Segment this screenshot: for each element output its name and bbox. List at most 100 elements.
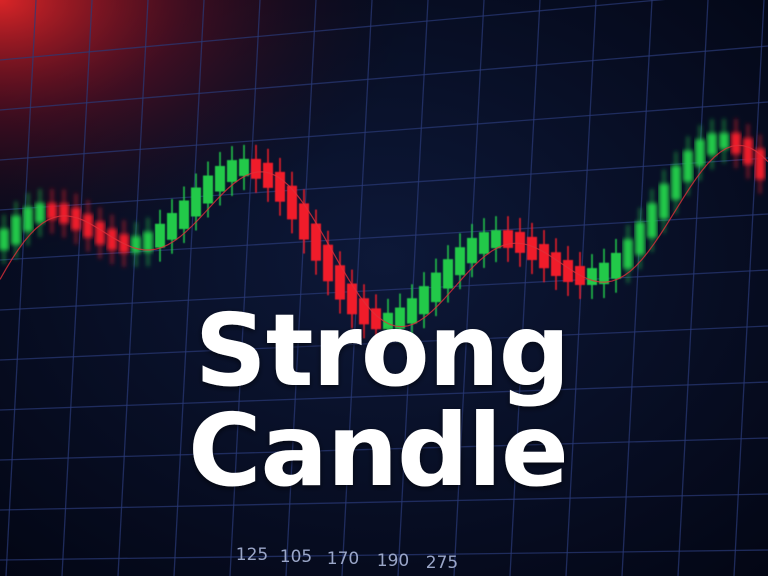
candle: [491, 216, 501, 263]
candle-body: [191, 187, 201, 217]
candle: [635, 207, 645, 270]
candle: [659, 169, 669, 234]
axis-label: 190: [377, 551, 409, 571]
candle: [719, 118, 729, 164]
axis-label: 170: [327, 549, 359, 569]
candle-body: [47, 203, 57, 220]
candle: [323, 230, 333, 296]
candle: [755, 134, 765, 194]
grid-line: [733, 0, 765, 576]
candle: [143, 217, 153, 267]
grid-line: [565, 0, 597, 576]
candle: [611, 238, 621, 293]
candle-body: [551, 252, 561, 276]
candle: [527, 222, 537, 275]
candle-body: [395, 307, 405, 329]
candle-body: [623, 239, 633, 269]
grid-line: [0, 157, 768, 211]
candle: [251, 144, 261, 193]
average-line: [0, 144, 768, 328]
candle: [683, 136, 693, 196]
candle: [479, 218, 489, 268]
candle: [563, 245, 573, 296]
candle: [131, 222, 141, 267]
candle-body: [239, 158, 249, 177]
candle-body: [719, 132, 729, 150]
candle-body: [215, 165, 225, 192]
candle: [443, 245, 453, 303]
candle-body: [179, 200, 189, 230]
candle: [35, 189, 45, 237]
candle-body: [455, 247, 465, 276]
candle: [95, 207, 105, 259]
grid-line: [285, 0, 317, 576]
candle-body: [599, 262, 609, 285]
candle-body: [167, 213, 177, 240]
grid-line: [677, 0, 709, 576]
candle-body: [83, 214, 93, 238]
candle: [419, 272, 429, 329]
candle: [71, 193, 81, 245]
headline-line: Candle: [188, 392, 568, 509]
candle: [695, 125, 705, 181]
candle: [551, 238, 561, 290]
candle: [275, 157, 285, 216]
candle-body: [563, 259, 573, 282]
candle: [227, 146, 237, 196]
candle-body: [371, 308, 381, 330]
candle: [731, 118, 741, 169]
grid-line: [173, 0, 205, 576]
candle-body: [611, 252, 621, 279]
candle-body: [0, 228, 9, 251]
axis-label: 105: [280, 547, 312, 567]
candle-body: [383, 312, 393, 330]
candle-body: [491, 230, 501, 249]
candle: [455, 233, 465, 290]
candle: [671, 151, 681, 214]
candle-body: [359, 298, 369, 325]
grid-line: [0, 437, 768, 461]
grid-line: [509, 0, 541, 576]
candle: [83, 200, 93, 252]
candle-body: [683, 150, 693, 182]
candle-body: [407, 298, 417, 324]
candle-body: [443, 259, 453, 289]
candle-body: [431, 272, 441, 303]
candle: [503, 216, 513, 262]
candle-body: [107, 228, 117, 251]
candle: [107, 214, 117, 265]
grid-line: [0, 101, 768, 161]
candle: [395, 293, 405, 343]
candle-body: [695, 139, 705, 167]
grid-line: [0, 381, 768, 411]
candle-body: [347, 283, 357, 315]
candle: [203, 161, 213, 218]
candle: [383, 298, 393, 344]
candle: [371, 294, 381, 344]
candle-body: [299, 203, 309, 240]
candle: [743, 124, 753, 179]
candle-body: [659, 183, 669, 220]
headline-line: Strong: [195, 292, 570, 409]
candle: [11, 201, 21, 259]
candle: [239, 144, 249, 191]
candle: [59, 189, 69, 238]
candle: [191, 173, 201, 231]
grid-line: [229, 0, 261, 576]
candle-body: [503, 230, 513, 248]
candle-body: [743, 138, 753, 165]
grid-line: [0, 45, 768, 111]
candle-body: [647, 203, 657, 238]
candle: [0, 214, 9, 265]
candle-body: [11, 215, 21, 245]
headline: Strong Candle: [188, 292, 570, 509]
candle: [167, 199, 177, 254]
candle-body: [527, 236, 537, 261]
grid-line: [117, 0, 149, 576]
candle-body: [263, 162, 273, 188]
candle-body: [311, 223, 321, 261]
candle-body: [419, 286, 429, 315]
candle-body: [479, 232, 489, 254]
